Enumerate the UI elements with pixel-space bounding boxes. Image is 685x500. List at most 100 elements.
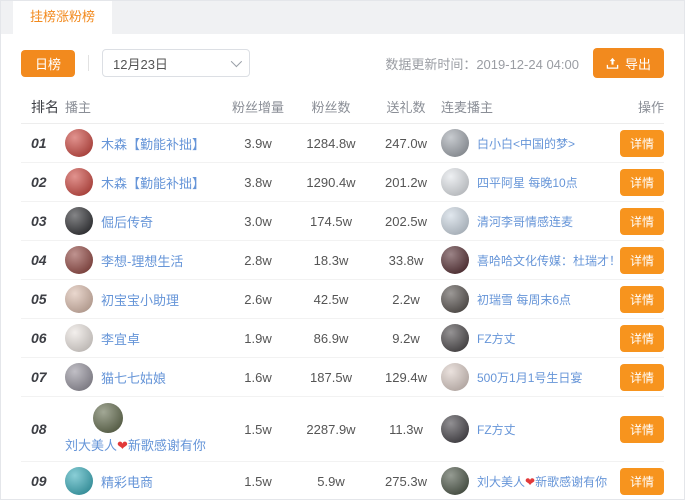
detail-button[interactable]: 详情 xyxy=(619,363,664,391)
fans-increase-value: 1.5w xyxy=(244,473,272,489)
rank-number: 09 xyxy=(31,473,47,489)
gifts-value: 275.3w xyxy=(385,473,427,489)
table-row: 08 刘大美人❤新歌感谢有你 1.5w 2287.9w 11.3w FZ方丈 详… xyxy=(21,397,664,462)
daily-rank-button[interactable]: 日榜 xyxy=(21,49,76,77)
cohost-avatar[interactable] xyxy=(441,285,469,313)
broadcaster-avatar[interactable] xyxy=(65,363,93,391)
broadcaster-cell: 李想-理想生活 xyxy=(65,242,225,278)
broadcaster-name-link[interactable]: 猫七七姑娘 xyxy=(101,370,167,386)
cohost-avatar[interactable] xyxy=(441,207,469,235)
cohost-cell: FZ方丈 xyxy=(441,320,606,356)
gifts-value: 9.2w xyxy=(392,330,420,346)
cohost-name-link[interactable]: 清河李哥情感连麦 xyxy=(477,214,574,229)
broadcaster-cell: 初宝宝小助理 xyxy=(65,281,225,317)
broadcaster-name-link[interactable]: 李宜卓 xyxy=(101,331,141,347)
table-row: 05 初宝宝小助理 2.6w 42.5w 2.2w 初瑞雪 每周末6点 详情 xyxy=(21,280,664,319)
broadcaster-name-link[interactable]: 倔后传奇 xyxy=(101,214,154,230)
cohost-name-link[interactable]: 白小白<中国的梦> xyxy=(477,136,576,151)
cohost-name-link[interactable]: 喜哈哈文化传媒：杜瑞才！ xyxy=(477,253,622,268)
fans-increase-value: 1.6w xyxy=(244,369,272,385)
gifts-value: 33.8w xyxy=(388,252,424,268)
fans-increase-value: 1.5w xyxy=(244,421,272,437)
cohost-avatar[interactable] xyxy=(441,246,469,274)
ranking-table: 排名 播主 粉丝增量 粉丝数 送礼数 连麦播主 操作 01 木森【勤能补拙】 3… xyxy=(1,90,684,499)
cohost-name-link[interactable]: 刘大美人❤新歌感谢有你 xyxy=(477,474,608,489)
broadcaster-avatar[interactable] xyxy=(65,324,93,352)
broadcaster-avatar[interactable] xyxy=(65,246,93,274)
broadcaster-avatar[interactable] xyxy=(65,207,93,235)
cohost-avatar[interactable] xyxy=(441,363,469,391)
detail-button[interactable]: 详情 xyxy=(619,467,664,495)
gifts-value: 201.2w xyxy=(385,174,427,190)
table-row: 04 李想-理想生活 2.8w 18.3w 33.8w 喜哈哈文化传媒：杜瑞才！… xyxy=(21,241,664,280)
detail-button[interactable]: 详情 xyxy=(619,129,664,157)
fans-count-value: 42.5w xyxy=(313,291,349,307)
fans-increase-value: 3.9w xyxy=(244,135,272,151)
cohost-name-link[interactable]: 四平阿星 每晚10点 xyxy=(477,175,578,190)
rank-number: 03 xyxy=(31,213,47,229)
action-cell: 详情 xyxy=(606,467,666,495)
action-cell: 详情 xyxy=(606,285,666,313)
cohost-avatar[interactable] xyxy=(441,415,469,443)
cohost-cell: 清河李哥情感连麦 xyxy=(441,203,606,239)
toolbar: 日榜 12月23日 数据更新时间：2019-12-24 04:00 导出 xyxy=(1,34,684,90)
fans-count-value: 187.5w xyxy=(310,369,352,385)
detail-button[interactable]: 详情 xyxy=(619,415,664,443)
cohost-cell: 四平阿星 每晚10点 xyxy=(441,164,606,200)
table-row: 07 猫七七姑娘 1.6w 187.5w 129.4w 500万1月1号生日宴 … xyxy=(21,358,664,397)
broadcaster-name-link[interactable]: 木森【勤能补拙】 xyxy=(101,175,206,191)
col-header-fans-count: 粉丝数 xyxy=(311,100,351,115)
action-cell: 详情 xyxy=(606,129,666,157)
fans-count-value: 86.9w xyxy=(313,330,349,346)
fans-increase-value: 3.0w xyxy=(244,213,272,229)
tab-hanging-fans-ranking[interactable]: 挂榜涨粉榜 xyxy=(13,1,113,34)
cohost-avatar[interactable] xyxy=(441,324,469,352)
table-row: 02 木森【勤能补拙】 3.8w 1290.4w 201.2w 四平阿星 每晚1… xyxy=(21,163,664,202)
broadcaster-name-link[interactable]: 初宝宝小助理 xyxy=(101,292,180,308)
broadcaster-cell: 木森【勤能补拙】 xyxy=(65,164,225,200)
broadcaster-avatar[interactable] xyxy=(65,467,93,495)
cohost-avatar[interactable] xyxy=(441,467,469,495)
broadcaster-avatar[interactable] xyxy=(65,129,93,157)
broadcaster-avatar[interactable] xyxy=(93,403,123,433)
cohost-avatar[interactable] xyxy=(441,129,469,157)
broadcaster-name-link[interactable]: 李想-理想生活 xyxy=(101,253,184,269)
detail-button[interactable]: 详情 xyxy=(619,246,664,274)
cohost-cell: 刘大美人❤新歌感谢有你 xyxy=(441,463,608,499)
broadcaster-avatar[interactable] xyxy=(65,168,93,196)
fans-increase-value: 3.8w xyxy=(244,174,272,190)
detail-button[interactable]: 详情 xyxy=(619,285,664,313)
cohost-cell: 白小白<中国的梦> xyxy=(441,125,606,161)
broadcaster-name-link[interactable]: 刘大美人❤新歌感谢有你 xyxy=(65,438,206,453)
fans-increase-value: 2.6w xyxy=(244,291,272,307)
cohost-avatar[interactable] xyxy=(441,168,469,196)
fans-count-value: 2287.9w xyxy=(306,421,356,437)
gifts-value: 129.4w xyxy=(385,369,427,385)
gifts-value: 11.3w xyxy=(389,421,423,437)
detail-button[interactable]: 详情 xyxy=(619,168,664,196)
cohost-name-link[interactable]: 初瑞雪 每周末6点 xyxy=(477,292,572,307)
rank-number: 08 xyxy=(31,421,47,437)
table-row: 01 木森【勤能补拙】 3.9w 1284.8w 247.0w 白小白<中国的梦… xyxy=(21,124,664,163)
export-button[interactable]: 导出 xyxy=(592,48,664,78)
broadcaster-name-link[interactable]: 木森【勤能补拙】 xyxy=(101,136,206,152)
broadcaster-cell: 李宜卓 xyxy=(65,320,225,356)
rank-number: 02 xyxy=(31,174,47,190)
cohost-cell: 喜哈哈文化传媒：杜瑞才！ xyxy=(441,242,621,278)
broadcaster-avatar[interactable] xyxy=(65,285,93,313)
update-time-value: 2019-12-24 04:00 xyxy=(476,56,579,72)
rank-number: 04 xyxy=(31,252,47,268)
detail-button[interactable]: 详情 xyxy=(619,324,664,352)
col-header-gifts: 送礼数 xyxy=(386,100,426,115)
cohost-name-link[interactable]: FZ方丈 xyxy=(477,422,516,437)
date-select[interactable]: 12月23日 xyxy=(102,49,251,77)
detail-button[interactable]: 详情 xyxy=(619,207,664,235)
cohost-name-link[interactable]: FZ方丈 xyxy=(477,331,516,346)
fans-count-value: 5.9w xyxy=(317,473,345,489)
cohost-cell: 500万1月1号生日宴 xyxy=(441,359,606,395)
table-header: 排名 播主 粉丝增量 粉丝数 送礼数 连麦播主 操作 xyxy=(21,90,664,124)
cohost-name-link[interactable]: 500万1月1号生日宴 xyxy=(477,370,583,385)
broadcaster-name-link[interactable]: 精彩电商 xyxy=(101,474,154,490)
broadcaster-cell: 猫七七姑娘 xyxy=(65,359,225,395)
